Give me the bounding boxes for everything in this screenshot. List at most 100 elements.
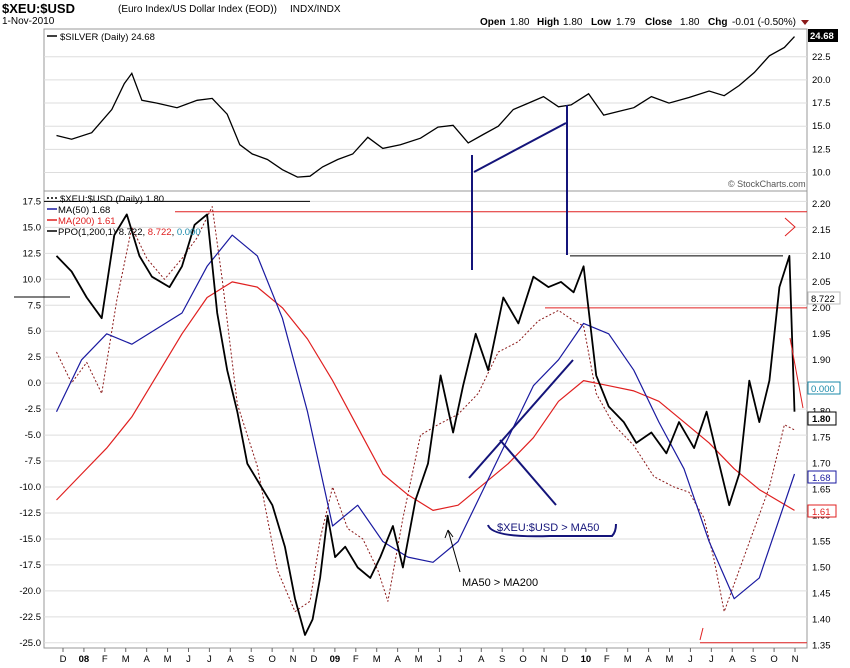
x-month-label: F	[604, 654, 610, 665]
left-y-tick-label: -22.5	[19, 612, 41, 623]
x-month-label: F	[102, 654, 108, 665]
right-y-tick-label: 2.20	[812, 199, 831, 210]
x-month-label: O	[268, 654, 275, 665]
x-month-label: A	[645, 654, 652, 665]
left-y-tick-label: -10.0	[19, 482, 41, 493]
x-month-label: D	[311, 654, 318, 665]
x-month-label: M	[122, 654, 130, 665]
x-month-label: S	[499, 654, 505, 665]
x-month-label: J	[458, 654, 463, 665]
right-y-tick-label: 1.90	[812, 355, 831, 366]
price-line	[55, 213, 796, 636]
lower-left-axis: 17.5 15.0 12.5 10.0 7.5 5.0 2.5 0.0 -2.5 -5.0 -7.5…	[19, 196, 41, 648]
annotation-trend-upper	[473, 122, 567, 173]
left-y-tick-label: 17.5	[23, 196, 42, 207]
x-month-label: A	[227, 654, 234, 665]
x-month-label: O	[519, 654, 526, 665]
annotation-red-tick	[699, 627, 704, 641]
chart-symbol: $XEU:$USD	[2, 1, 75, 16]
ppo-legend-signal: 0.000	[177, 227, 201, 238]
upper-y-tick-label: 17.5	[812, 98, 831, 109]
x-month-label: M	[164, 654, 172, 665]
x-month-label: M	[624, 654, 632, 665]
upper-y-tick-label: 22.5	[812, 52, 831, 63]
right-y-tick-label: 1.50	[812, 563, 831, 574]
x-month-label: M	[373, 654, 381, 665]
right-y-tick-label: 1.70	[812, 459, 831, 470]
x-month-label: S	[750, 654, 756, 665]
left-y-tick-label: -2.5	[25, 404, 41, 415]
silver-legend: $SILVER (Daily) 24.68	[60, 32, 155, 43]
annotation-price-above-ma50: $XEU:$USD > MA50	[497, 522, 599, 534]
ma50-badge-value: 1.68	[812, 473, 831, 484]
upper-y-tick-label: 12.5	[812, 144, 831, 155]
signal-badge	[807, 381, 841, 395]
upper-y-tick-label: 20.0	[812, 75, 831, 86]
ppo-legend-value: 8.722	[148, 227, 172, 238]
ma200-badge	[807, 504, 837, 518]
right-y-tick-label: 1.55	[812, 537, 831, 548]
x-month-label: M	[415, 654, 423, 665]
silver-series	[56, 36, 795, 178]
ppo-badge	[807, 291, 841, 305]
resistance-arrow-icon	[784, 217, 796, 237]
signal-badge-value: 0.000	[811, 384, 835, 395]
right-y-tick-label: 1.45	[812, 588, 831, 599]
down-arrow-icon	[801, 20, 809, 25]
x-month-label: N	[541, 654, 548, 665]
x-axis: D 08 F M A M J J A S O N D 09 F M A M J J A S O N D 10 F M A M J J A S O N	[60, 648, 799, 665]
upper-grid	[44, 56, 807, 173]
x-month-label: S	[248, 654, 254, 665]
chart-exchange: INDX/INDX	[290, 4, 341, 15]
right-y-tick-label: 2.00	[812, 303, 831, 314]
right-y-tick-label: 1.40	[812, 614, 831, 625]
high-value: 1.80	[563, 17, 583, 28]
annotation-trend-lower	[468, 359, 574, 479]
chg-value: -0.01 (-0.50%)	[732, 17, 796, 28]
left-y-tick-label: -7.5	[25, 456, 41, 467]
watermark: © StockCharts.com	[728, 179, 806, 189]
price-badge	[807, 411, 837, 426]
ppo-legend: PPO(1,200,1) 8.722, 8.722, 0.000	[58, 227, 201, 238]
x-year-label: 08	[79, 654, 90, 665]
chg-label: Chg	[708, 17, 727, 28]
x-year-label: 10	[581, 654, 592, 665]
ppo-legend-sep: ,	[172, 227, 177, 238]
right-y-tick-label: 1.65	[812, 485, 831, 496]
left-y-tick-label: 12.5	[23, 248, 42, 259]
left-y-tick-label: -20.0	[19, 586, 41, 597]
x-month-label: J	[437, 654, 442, 665]
annotation-red-diagonal	[789, 337, 804, 409]
upper-y-tick-label: 15.0	[812, 121, 831, 132]
close-label: Close	[645, 17, 673, 28]
left-y-tick-label: 10.0	[23, 274, 42, 285]
right-y-tick-label: 1.95	[812, 329, 831, 340]
x-month-label: A	[143, 654, 150, 665]
left-y-tick-label: -25.0	[19, 638, 41, 649]
annotation-ma50-above-ma200: MA50 > MA200	[462, 577, 538, 589]
ma200-legend: MA(200) 1.61	[58, 216, 116, 227]
chart-description: (Euro Index/US Dollar Index (EOD))	[118, 4, 277, 15]
x-month-label: N	[792, 654, 799, 665]
lower-panel-frame	[43, 190, 808, 649]
x-month-label: A	[478, 654, 485, 665]
high-label: High	[537, 17, 559, 28]
ma200-badge-value: 1.61	[812, 507, 831, 518]
left-y-tick-label: -15.0	[19, 534, 41, 545]
right-badges: 8.722 0.000 1.80 1.68 1.61	[807, 291, 841, 518]
upper-y-axis: 22.5 20.0 17.5 15.0 12.5 10.0	[812, 52, 831, 179]
lower-legend: $XEU:$USD (Daily) 1.80 MA(50) 1.68 MA(20…	[47, 194, 201, 238]
x-month-label: F	[353, 654, 359, 665]
left-y-tick-label: -5.0	[25, 430, 41, 441]
annotation-pointer	[499, 439, 557, 506]
left-y-tick-label: -17.5	[19, 560, 41, 571]
ma50-badge	[807, 470, 837, 484]
x-month-label: O	[770, 654, 777, 665]
close-value: 1.80	[680, 17, 700, 28]
ppo-line	[56, 206, 795, 613]
price-legend: $XEU:$USD (Daily) 1.80	[60, 194, 164, 205]
left-y-tick-label: -12.5	[19, 508, 41, 519]
upper-y-tick-label: 10.0	[812, 167, 831, 178]
lower-series	[55, 206, 796, 636]
